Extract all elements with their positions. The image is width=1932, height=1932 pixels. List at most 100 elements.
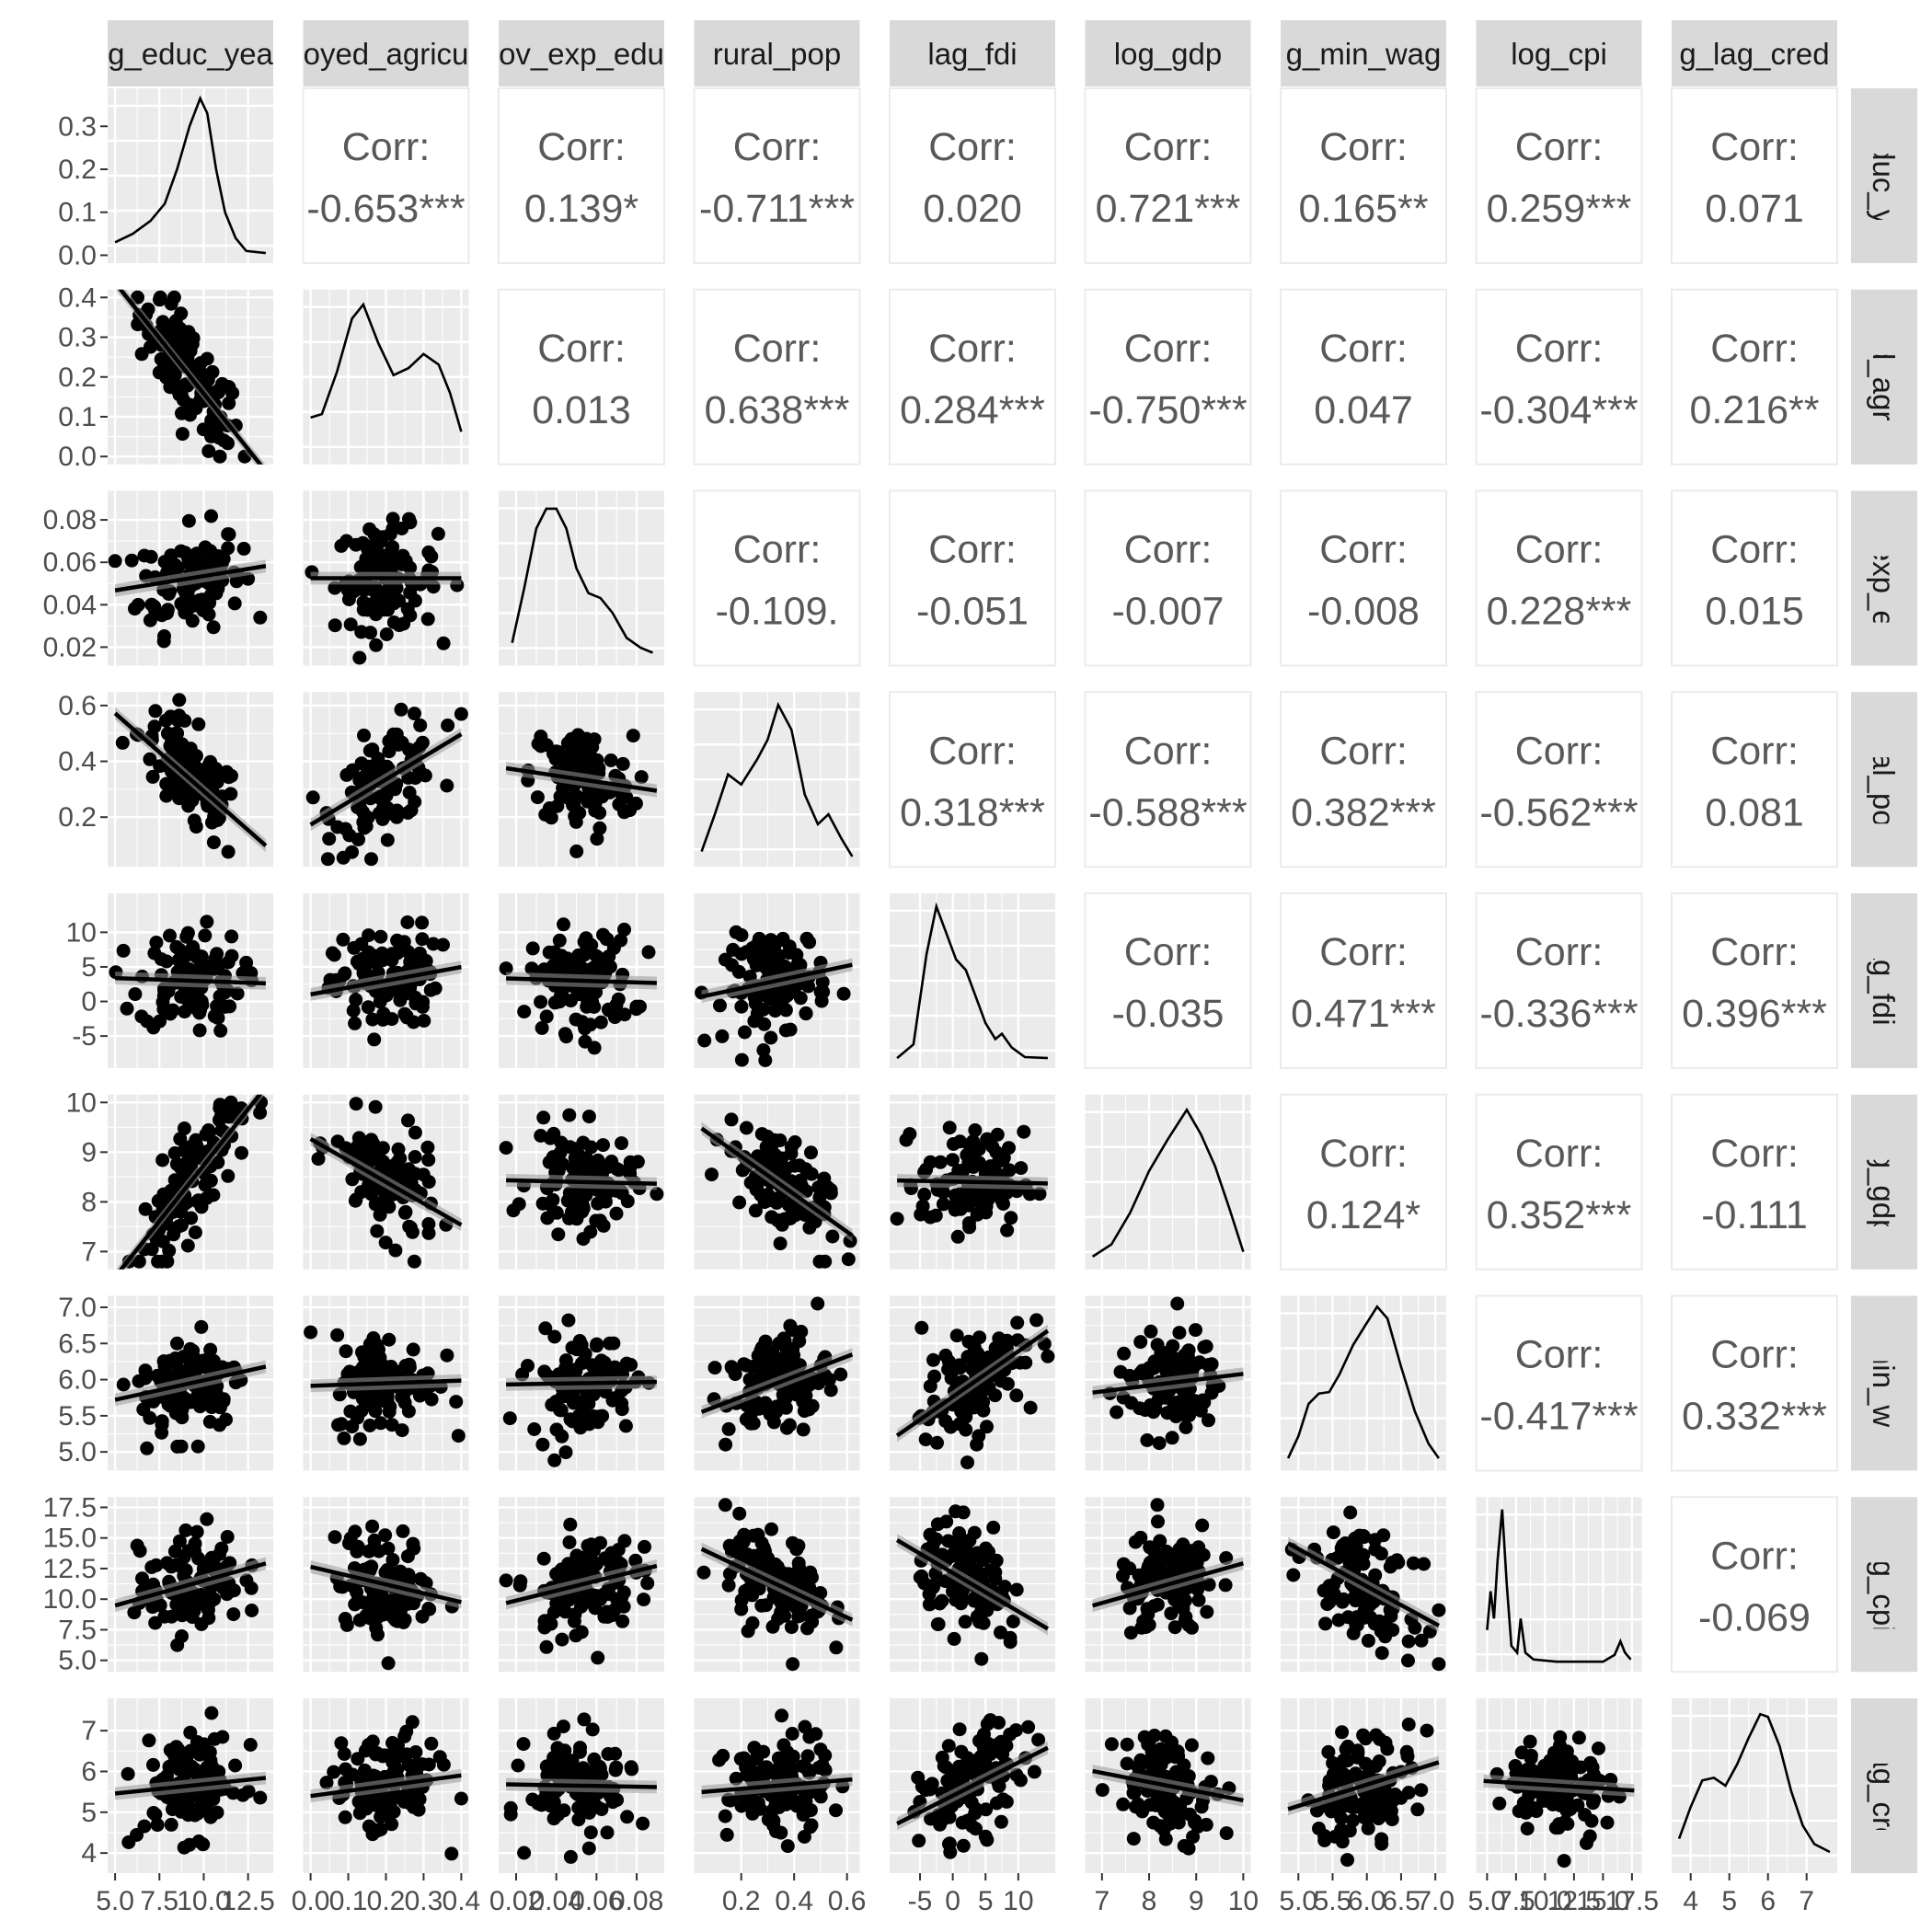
corr-label: Corr:	[1710, 1333, 1799, 1377]
scatter-point	[1159, 1544, 1174, 1558]
scatter-point	[189, 760, 203, 775]
trend-line	[114, 1776, 267, 1796]
scatter-point	[696, 1565, 711, 1580]
scatter-point	[1523, 1734, 1537, 1749]
scatter-point	[962, 1533, 977, 1547]
scatter-point	[542, 1155, 557, 1169]
scatter-point	[180, 1396, 195, 1409]
scatter-point	[954, 1583, 969, 1598]
scatter-point	[952, 1722, 967, 1737]
corr-value: -0.069	[1698, 1595, 1811, 1639]
scatter-point	[228, 1758, 243, 1773]
scatter-point	[1023, 1187, 1037, 1202]
scatter-point	[594, 1162, 609, 1177]
scatter-point	[506, 1203, 521, 1218]
corr-panel	[1280, 1093, 1447, 1271]
scatter-point	[930, 1435, 944, 1450]
trend-line	[114, 1561, 267, 1608]
scatter-point	[167, 1173, 182, 1188]
scatter-point	[342, 828, 357, 843]
scatter-point	[220, 1530, 235, 1544]
corr-panel	[693, 87, 861, 264]
scatter-point	[385, 1736, 399, 1750]
scatter-point	[630, 1155, 645, 1169]
panel-r1-c6: Corr: 0.047	[1280, 288, 1447, 466]
scatter-point	[968, 1123, 983, 1137]
scatter-point	[358, 582, 373, 597]
scatter-point	[788, 1158, 802, 1173]
scatter-point	[421, 1225, 436, 1240]
scatter-point	[511, 1758, 525, 1773]
scatter-point	[1401, 1634, 1416, 1649]
scatter-point	[743, 1416, 758, 1431]
panels-layer: Corr:-0.653***Corr:0.139*Corr:-0.711***C…	[108, 87, 1838, 1873]
trend-line	[897, 1178, 1048, 1186]
scatter-point	[206, 620, 221, 635]
scatter-point	[181, 513, 196, 528]
scatter-point	[181, 551, 196, 566]
scatter-point	[400, 806, 415, 820]
scatter-point	[539, 1759, 554, 1774]
scatter-point	[574, 1625, 589, 1639]
corr-value: 0.216**	[1689, 388, 1819, 432]
scatter-point	[380, 1189, 395, 1203]
scatter-point	[558, 1752, 573, 1766]
scatter-point	[527, 1422, 542, 1436]
scatter-point	[349, 1192, 363, 1207]
density-curve	[1677, 1712, 1831, 1854]
scatter-point	[561, 1313, 576, 1328]
scatter-point	[177, 1121, 191, 1135]
scatter-point	[1120, 1737, 1134, 1752]
scatter-point	[584, 1140, 598, 1155]
scatter-point	[194, 1319, 209, 1334]
scatter-point	[615, 756, 630, 771]
scatter-point	[804, 1145, 818, 1160]
scatter-point	[1166, 1339, 1180, 1353]
scatter-point	[213, 449, 227, 464]
scatter-point	[1117, 1346, 1132, 1361]
scatter-point	[1318, 1616, 1333, 1631]
panel-r4-c7: Corr: -0.336***	[1475, 892, 1643, 1069]
scatter-point	[784, 1620, 799, 1635]
scatter-point	[941, 1363, 956, 1376]
scatter-point	[330, 1328, 345, 1342]
panel-r6-c5	[1085, 1295, 1251, 1471]
scatter-point	[1432, 1657, 1446, 1672]
scatter-point	[829, 1640, 844, 1655]
scatter-point	[1146, 1815, 1161, 1830]
scatter-point	[577, 935, 592, 949]
scatter-point	[146, 1757, 160, 1772]
scatter-point	[994, 1814, 1008, 1829]
scatter-point	[813, 1742, 828, 1757]
scatter-point	[1586, 1796, 1600, 1811]
scatter-point	[1133, 1366, 1147, 1380]
scatter-point	[1408, 1620, 1422, 1635]
scatter-point	[734, 928, 749, 942]
corr-value: -0.653***	[306, 187, 465, 231]
scatter-point	[1378, 1735, 1393, 1750]
scatter-point	[1401, 1717, 1416, 1731]
corr-label: Corr:	[1710, 729, 1799, 773]
corr-panel	[693, 288, 861, 466]
scatter-point	[549, 1766, 564, 1781]
scatter-point	[1202, 1413, 1215, 1428]
scatter-point	[922, 1597, 937, 1612]
corr-value: -0.051	[916, 590, 1029, 634]
scatter-point	[354, 1404, 369, 1418]
panel-r4-c3	[694, 893, 860, 1068]
panel-r7-c3	[694, 1497, 860, 1673]
scatter-point	[200, 914, 214, 929]
corr-label: Corr:	[1124, 125, 1213, 169]
corr-label: Corr:	[733, 125, 822, 169]
scatter-point	[1122, 1561, 1137, 1576]
panel-r2-c2	[499, 490, 664, 666]
panel-r1-c8: Corr: 0.216**	[1671, 288, 1838, 466]
scatter-point	[350, 1585, 364, 1600]
scatter-point	[1328, 1829, 1342, 1844]
scatter-point	[536, 1551, 551, 1566]
corr-value: -0.304***	[1479, 388, 1638, 432]
scatter-point	[205, 364, 220, 379]
scatter-point	[320, 852, 335, 867]
scatter-point	[121, 1835, 136, 1849]
scatter-point	[352, 650, 367, 665]
